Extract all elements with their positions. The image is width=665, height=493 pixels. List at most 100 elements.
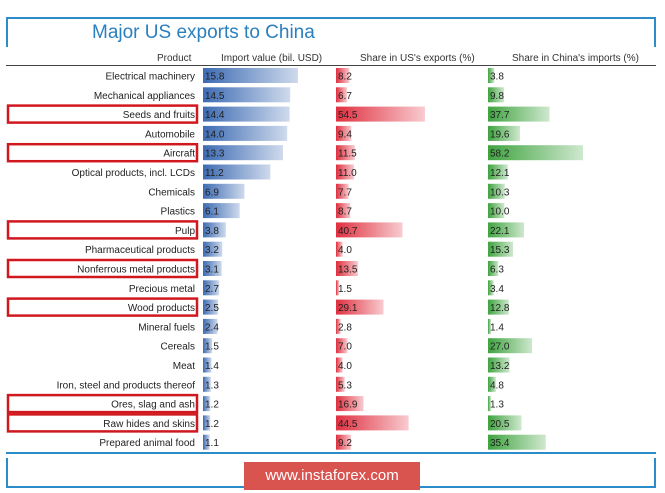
import-value-bar [203,280,220,296]
product-label: Prepared animal food [99,438,195,449]
china-share-value: 37.7 [490,110,510,121]
title-frame [6,17,656,47]
china-share-value: 12.1 [490,168,510,179]
us-share-value: 16.9 [338,400,358,411]
china-share-value: 10.0 [490,207,510,218]
import-value-bar [203,318,218,334]
header-import-value: Import value (bil. USD) [221,53,323,64]
china-share-bar [488,299,509,315]
china-share-bar [488,338,533,354]
import-value-bar [203,183,245,199]
import-value-value: 1.2 [205,419,219,430]
us-share-bar [336,338,348,354]
highlight-box [6,297,199,317]
product-label: Mineral fuels [138,322,195,333]
import-value-value: 11.2 [205,168,224,179]
us-share-value: 7.7 [338,187,352,198]
us-share-value: 4.0 [338,361,352,372]
product-label: Automobile [145,129,195,140]
us-share-value: 11.0 [338,168,357,179]
import-value-bar [203,203,240,219]
table-bottom-rule [6,452,656,454]
us-share-value: 11.5 [338,149,357,160]
china-share-bar [488,396,491,412]
highlight-box [6,258,199,279]
china-share-value: 3.8 [490,72,504,83]
us-share-bar [336,376,345,392]
import-value-bar [203,222,226,238]
product-label: Precious metal [129,284,195,295]
product-label: Electrical machinery [106,72,195,83]
china-share-value: 1.3 [490,400,504,411]
china-share-bar [488,87,504,103]
us-share-value: 29.1 [338,303,358,314]
china-share-bar [488,376,496,392]
import-value-bar [203,396,211,412]
china-share-bar [488,415,522,431]
china-share-value: 58.2 [490,149,510,160]
header-product: Product [157,53,192,64]
import-value-value: 2.7 [205,284,219,295]
china-share-value: 20.5 [490,419,510,430]
product-label: Wood products [128,303,195,314]
china-share-bar [488,280,494,296]
import-value-bar [203,376,211,392]
us-share-bar [336,318,341,334]
us-share-value: 40.7 [338,226,358,237]
china-share-bar [488,125,520,141]
import-value-value: 13.3 [205,149,225,160]
china-share-value: 22.1 [490,226,510,237]
us-share-bar [336,106,425,122]
china-share-value: 1.4 [490,322,504,333]
import-value-bar [203,434,210,450]
us-share-value: 2.8 [338,322,352,333]
import-value-bar [203,357,212,373]
us-share-bar [336,299,384,315]
china-share-value: 6.3 [490,265,504,276]
highlight-box [6,220,199,240]
product-label: Aircraft [163,149,195,160]
china-share-bar [488,357,510,373]
china-share-value: 13.2 [490,361,510,372]
us-share-value: 54.5 [338,110,358,121]
import-value-bar [203,299,219,315]
china-share-bar [488,106,550,122]
import-value-bar [203,164,271,180]
china-share-bar [488,183,505,199]
us-share-bar [336,357,343,373]
product-label: Plastics [161,207,195,218]
us-share-value: 6.7 [338,91,352,102]
china-share-bar [488,222,525,238]
header-us-share: Share in US's exports (%) [360,53,475,64]
import-value-value: 1.1 [205,438,219,449]
import-value-value: 3.1 [205,265,219,276]
header-china-share: Share in China's imports (%) [512,53,639,64]
import-value-bar [203,68,298,83]
us-share-bar [336,415,409,431]
import-value-value: 1.3 [205,380,219,391]
china-share-value: 3.4 [490,284,504,295]
us-share-bar [336,280,339,296]
us-share-value: 44.5 [338,419,358,430]
us-share-value: 9.4 [338,129,352,140]
import-value-bar [203,415,211,431]
product-label: Pulp [175,226,195,237]
import-value-bar [203,125,288,141]
us-share-value: 9.2 [338,438,352,449]
us-share-bar [336,203,351,219]
watermark-link[interactable]: www.instaforex.com [244,462,420,490]
us-share-bar [336,396,364,412]
us-share-bar [336,241,343,257]
us-share-bar [336,145,355,161]
product-label: Meat [173,361,195,372]
us-share-value: 5.3 [338,380,352,391]
china-share-bar [488,241,513,257]
us-share-bar [336,434,352,450]
import-value-value: 2.4 [205,322,219,333]
us-share-bar [336,183,349,199]
product-label: Ores, slag and ash [111,400,195,411]
china-share-value: 35.4 [490,438,510,449]
product-label: Raw hides and skins [103,419,195,430]
us-share-bar [336,68,350,83]
highlight-box [6,104,199,124]
